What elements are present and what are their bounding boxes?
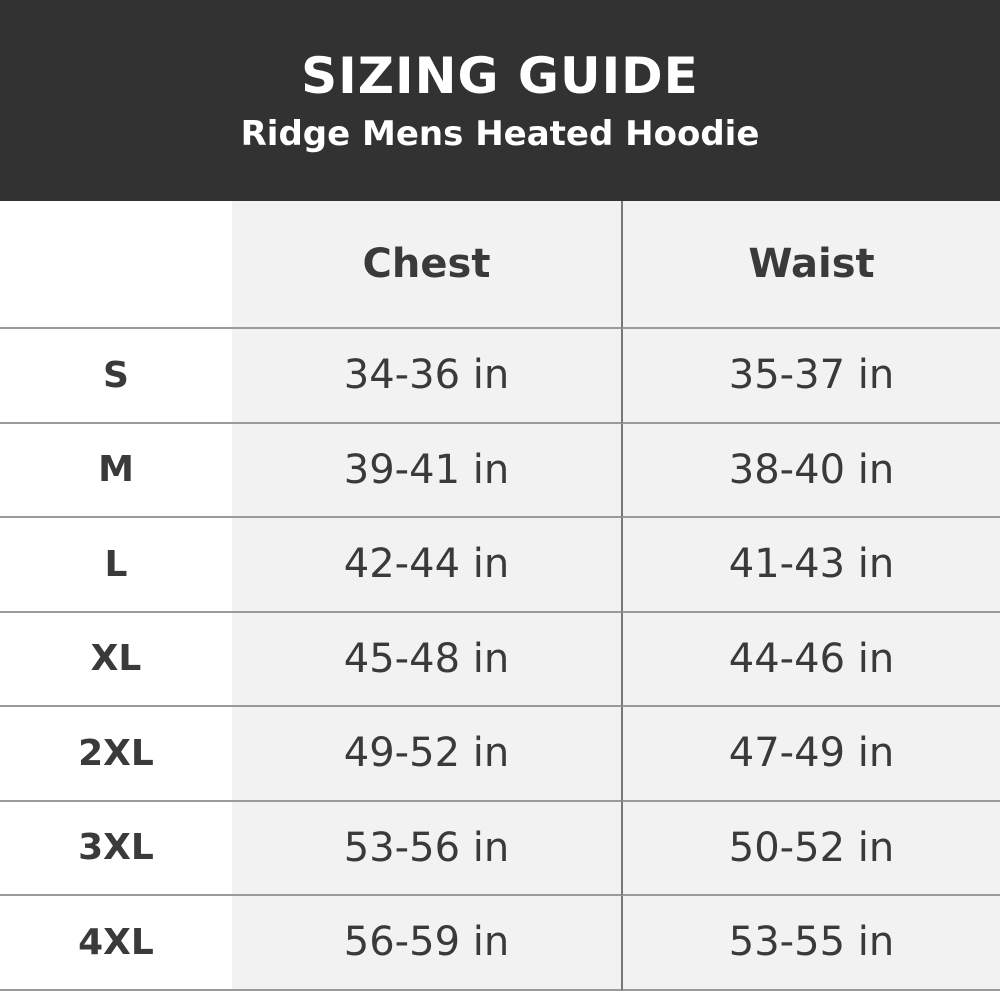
waist-cell: 47-49 in [621,707,1000,802]
chest-cell: 39-41 in [232,423,621,518]
chest-cell: 49-52 in [232,707,621,802]
waist-cell: 53-55 in [621,896,1000,991]
chest-cell: 56-59 in [232,896,621,991]
sizing-table: Chest Waist S 34-36 in 35-37 in M 39-41 in 38… [0,201,1000,991]
page-title: SIZING GUIDE [301,47,699,105]
waist-cell: 35-37 in [621,329,1000,424]
waist-cell: 50-52 in [621,801,1000,896]
header-cell-chest: Chest [232,201,621,329]
header-banner: SIZING GUIDE Ridge Mens Heated Hoodie [0,0,1000,201]
header-cell-waist: Waist [621,201,1000,329]
chest-cell: 34-36 in [232,329,621,424]
size-cell: 4XL [0,896,232,991]
size-cell: 3XL [0,801,232,896]
chest-cell: 53-56 in [232,801,621,896]
size-cell: L [0,518,232,613]
chest-cell: 42-44 in [232,518,621,613]
waist-cell: 41-43 in [621,518,1000,613]
waist-cell: 38-40 in [621,423,1000,518]
waist-cell: 44-46 in [621,612,1000,707]
size-cell: 2XL [0,707,232,802]
size-cell: S [0,329,232,424]
header-cell-empty [0,201,232,329]
size-cell: M [0,423,232,518]
page-subtitle: Ridge Mens Heated Hoodie [240,114,760,154]
chest-cell: 45-48 in [232,612,621,707]
size-cell: XL [0,612,232,707]
